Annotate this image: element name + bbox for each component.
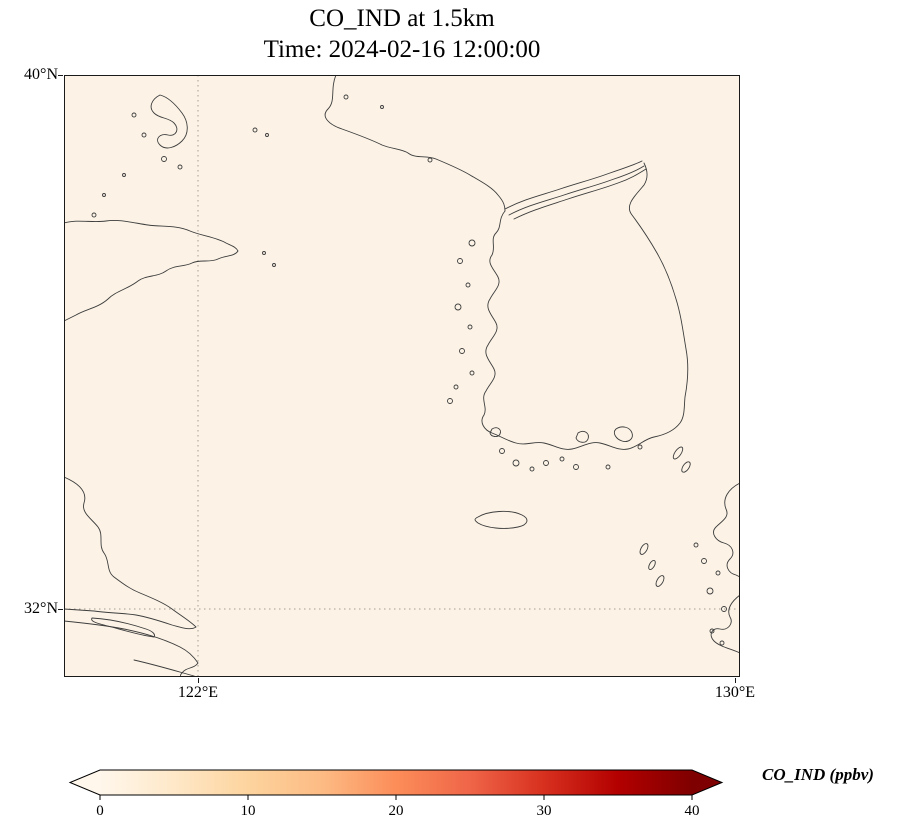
island bbox=[102, 193, 106, 197]
island bbox=[468, 239, 476, 247]
coastline-korea bbox=[481, 162, 689, 450]
island bbox=[252, 127, 258, 133]
island bbox=[447, 398, 453, 404]
coastline-liaodong bbox=[324, 75, 506, 212]
colorbar-ticks bbox=[99, 795, 693, 800]
island-jeju bbox=[474, 510, 528, 529]
island-jindo bbox=[489, 427, 501, 437]
y-tickmark-40n bbox=[58, 75, 63, 76]
island bbox=[131, 112, 137, 118]
colorbar-tick-20: 20 bbox=[389, 803, 404, 819]
graticule bbox=[64, 75, 740, 677]
island-goto bbox=[648, 560, 656, 570]
island-cluster-northwest bbox=[150, 94, 188, 149]
island bbox=[343, 94, 349, 100]
map-fill bbox=[64, 75, 740, 677]
colorbar-tick-40: 40 bbox=[685, 803, 700, 819]
island-tsushima bbox=[672, 446, 684, 460]
island bbox=[380, 105, 384, 109]
island bbox=[177, 164, 183, 170]
island bbox=[543, 460, 549, 466]
colorbar-tick-labels: 0 10 20 30 40 bbox=[96, 803, 699, 819]
island bbox=[701, 558, 707, 564]
island bbox=[161, 156, 167, 162]
border-river-3 bbox=[513, 168, 647, 220]
colorbar-tick-30: 30 bbox=[537, 803, 552, 819]
island bbox=[573, 464, 579, 470]
island bbox=[499, 448, 505, 454]
chart-title: CO_IND at 1.5km bbox=[309, 5, 495, 32]
x-tickmark-130e bbox=[735, 678, 736, 683]
island bbox=[467, 324, 473, 330]
island-tsushima bbox=[681, 461, 691, 473]
island-geoje bbox=[613, 426, 633, 442]
map-plot-area bbox=[64, 75, 740, 677]
x-tickmark-122e bbox=[198, 678, 199, 683]
island bbox=[262, 251, 266, 255]
colorbar-tick-10: 10 bbox=[241, 803, 256, 819]
island bbox=[637, 444, 643, 450]
island-goto bbox=[655, 575, 665, 587]
island bbox=[715, 570, 721, 576]
colorbar: 0 10 20 30 40 bbox=[68, 769, 724, 819]
island-goto bbox=[639, 543, 649, 555]
x-tick-label-130e: 130°E bbox=[714, 684, 756, 701]
coastline-yangtze-south bbox=[64, 620, 199, 677]
island bbox=[529, 466, 535, 472]
island bbox=[272, 263, 276, 267]
coastline-kyushu-1 bbox=[713, 482, 740, 578]
island bbox=[122, 173, 126, 177]
island bbox=[709, 628, 715, 634]
coastline-shandong bbox=[64, 220, 239, 322]
coastlines bbox=[64, 75, 740, 677]
coastline-hangzhou-bay bbox=[133, 659, 197, 677]
island bbox=[454, 303, 462, 311]
island bbox=[706, 587, 714, 595]
island bbox=[469, 370, 475, 376]
map-frame bbox=[64, 75, 740, 677]
y-tick-label-40n: 40°N bbox=[24, 66, 58, 83]
island bbox=[459, 348, 465, 354]
island bbox=[719, 640, 725, 646]
y-tick-label-32n: 32°N bbox=[24, 600, 58, 617]
island bbox=[605, 464, 611, 470]
y-tickmark-32n bbox=[58, 609, 63, 610]
island bbox=[559, 456, 565, 462]
island bbox=[457, 258, 463, 264]
colorbar-label: CO_IND (ppbv) bbox=[762, 765, 874, 784]
island bbox=[453, 384, 459, 390]
border-river-2 bbox=[508, 165, 645, 216]
colorbar-tick-0: 0 bbox=[96, 803, 104, 819]
island bbox=[141, 132, 147, 138]
island bbox=[427, 157, 433, 163]
coastline-kyushu-2 bbox=[710, 594, 740, 654]
chart-subtitle: Time: 2024-02-16 12:00:00 bbox=[263, 36, 541, 63]
border-river-1 bbox=[504, 160, 643, 210]
island bbox=[512, 459, 520, 467]
island bbox=[721, 606, 727, 612]
map-canvas bbox=[64, 75, 740, 677]
x-tick-label-122e: 122°E bbox=[177, 684, 219, 701]
island-namhae bbox=[575, 430, 589, 443]
coastline-jiangsu bbox=[64, 476, 197, 630]
island bbox=[91, 212, 97, 218]
island bbox=[465, 282, 471, 288]
island bbox=[693, 542, 699, 548]
colorbar-gradient-bar bbox=[68, 769, 724, 796]
island bbox=[265, 133, 269, 137]
